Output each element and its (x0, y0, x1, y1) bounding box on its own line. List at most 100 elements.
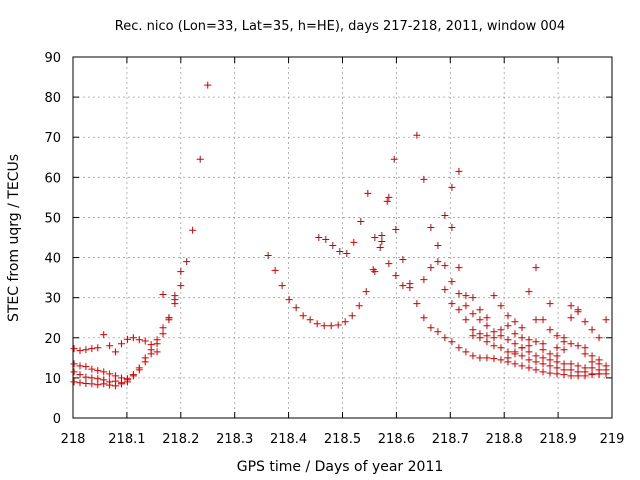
data-point (539, 354, 547, 362)
data-point (567, 372, 575, 380)
data-point (204, 81, 212, 89)
data-point (574, 362, 582, 370)
data-point (504, 336, 512, 344)
data-point (427, 324, 435, 332)
data-point (518, 352, 526, 360)
data-point (546, 326, 554, 334)
data-point (574, 342, 582, 350)
grid-layer (73, 57, 612, 418)
data-point (469, 310, 477, 318)
data-point (497, 356, 505, 364)
x-tick-label: 218.2 (162, 432, 199, 447)
data-point (94, 344, 102, 352)
y-axis-label: STEC from uqrg / TECUs (6, 154, 22, 322)
data-point (306, 316, 314, 324)
data-point (539, 360, 547, 368)
x-tick-label: 218.4 (270, 432, 307, 447)
data-point (455, 264, 463, 272)
data-point (560, 366, 568, 374)
data-point (420, 314, 428, 322)
data-point (553, 358, 561, 366)
data-point (159, 290, 167, 298)
data-point (602, 362, 610, 370)
data-point (546, 350, 554, 358)
data-point (490, 292, 498, 300)
data-point (511, 318, 519, 326)
data-point (476, 306, 484, 314)
data-point (511, 330, 519, 338)
data-point (441, 211, 449, 219)
data-point (581, 318, 589, 326)
x-tick-label: 218 (61, 432, 86, 447)
data-point (525, 356, 533, 364)
data-point (94, 367, 102, 375)
data-point (497, 302, 505, 310)
data-point (588, 352, 596, 360)
data-point (581, 344, 589, 352)
data-point (490, 334, 498, 342)
data-point (100, 331, 108, 339)
data-point (106, 342, 114, 350)
x-tick-label: 219 (600, 432, 625, 447)
data-point (560, 360, 568, 368)
data-point (329, 242, 337, 250)
data-point (106, 370, 114, 378)
data-point (560, 338, 568, 346)
data-point (348, 312, 356, 320)
data-point (518, 344, 526, 352)
data-point (462, 292, 470, 300)
data-point (539, 340, 547, 348)
data-point (88, 345, 96, 353)
data-point (70, 360, 78, 368)
x-tick-label: 218.3 (216, 432, 253, 447)
data-point (560, 346, 568, 354)
data-point (602, 316, 610, 324)
data-point (341, 318, 349, 326)
data-point (420, 276, 428, 284)
data-point (588, 370, 596, 378)
data-point (511, 348, 519, 356)
data-point (511, 360, 519, 368)
data-point (189, 226, 197, 234)
data-point (334, 321, 342, 329)
data-point (383, 197, 391, 205)
data-point (364, 189, 372, 197)
data-point (153, 348, 161, 356)
data-point (546, 300, 554, 308)
data-point (271, 266, 279, 274)
data-point (106, 378, 114, 386)
data-point (497, 344, 505, 352)
data-point (455, 167, 463, 175)
data-point (476, 354, 484, 362)
data-point (392, 225, 400, 233)
data-point (511, 340, 519, 348)
x-tick-label: 218.6 (378, 432, 415, 447)
data-point (476, 330, 484, 338)
data-point (70, 378, 78, 386)
data-point (546, 362, 554, 370)
data-point (546, 356, 554, 364)
data-point (469, 326, 477, 334)
data-point (427, 223, 435, 231)
data-point (490, 342, 498, 350)
y-tick-label: 0 (53, 412, 61, 427)
data-point (285, 296, 293, 304)
data-point (141, 358, 149, 366)
data-point (532, 352, 540, 360)
data-point (455, 290, 463, 298)
data-point (315, 234, 323, 241)
data-points (70, 81, 610, 390)
data-point (94, 375, 102, 383)
data-point (595, 360, 603, 368)
data-point (588, 326, 596, 334)
data-point (553, 364, 561, 372)
data-point (70, 345, 78, 353)
data-point (539, 346, 547, 354)
data-point (355, 302, 363, 310)
data-point (413, 300, 421, 308)
data-point (448, 223, 456, 231)
data-point (504, 322, 512, 330)
data-point (88, 380, 96, 388)
data-point (581, 368, 589, 376)
